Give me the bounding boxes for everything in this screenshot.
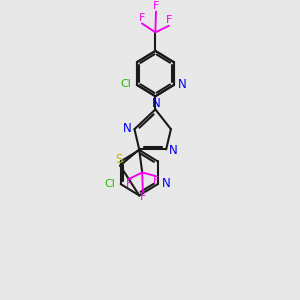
Text: F: F (139, 13, 145, 23)
Text: Cl: Cl (104, 178, 115, 188)
Text: F: F (126, 179, 132, 189)
Text: F: F (152, 176, 159, 186)
Text: N: N (123, 122, 131, 135)
Text: N: N (162, 177, 171, 190)
Text: N: N (178, 78, 187, 91)
Text: N: N (152, 97, 160, 110)
Text: Cl: Cl (120, 79, 131, 89)
Text: N: N (169, 144, 178, 157)
Text: F: F (153, 1, 159, 11)
Text: S: S (115, 152, 122, 166)
Text: F: F (140, 192, 146, 202)
Text: F: F (166, 15, 172, 26)
